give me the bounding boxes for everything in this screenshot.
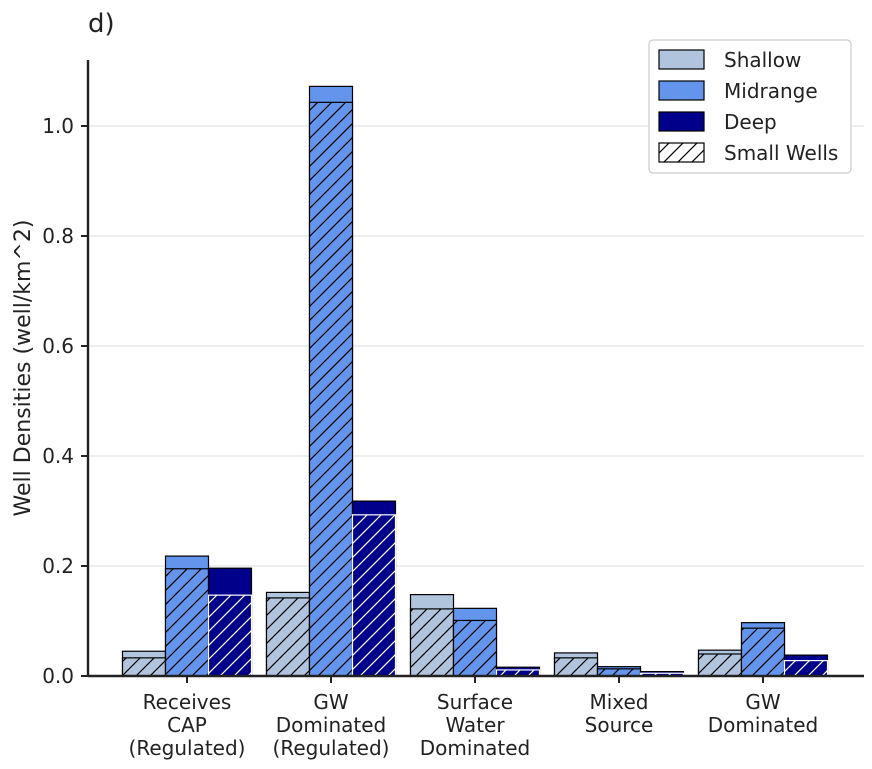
y-tick-label: 1.0 — [42, 114, 74, 138]
x-tick-label: Dominated — [708, 713, 818, 737]
x-tick-label: Water — [445, 713, 505, 737]
legend-swatch — [658, 49, 705, 70]
x-tick-label: GW — [745, 690, 780, 714]
bar-hatch — [453, 620, 497, 676]
bar-hatch — [165, 568, 209, 676]
panel-label: d) — [88, 9, 115, 39]
grid-lines — [88, 125, 864, 567]
x-tick-label: Dominated — [420, 736, 530, 760]
bar-hatch — [698, 654, 742, 676]
x-tick-label: CAP — [167, 713, 207, 737]
y-tick-label: 0.8 — [42, 224, 74, 248]
x-tick-label: Receives — [143, 690, 232, 714]
bar-hatch — [266, 597, 310, 676]
legend-label: Midrange — [724, 79, 818, 103]
y-tick-label: 0.2 — [42, 554, 74, 578]
y-tick-label: 0.0 — [42, 664, 74, 688]
bar-hatch — [784, 660, 828, 676]
bar-hatch — [208, 595, 252, 676]
x-tick-label: Dominated — [276, 713, 386, 737]
legend-swatch — [658, 80, 705, 101]
y-ticks: 0.0 0.2 0.4 0.6 0.8 1.0 — [42, 114, 88, 688]
legend: Shallow Midrange Deep Small Wells — [648, 39, 852, 174]
legend-label: Small Wells — [724, 141, 838, 165]
bar-hatch — [496, 669, 540, 676]
bar-hatch — [122, 657, 166, 676]
x-tick-label: GW — [313, 690, 348, 714]
legend-frame — [648, 39, 852, 174]
y-tick-label: 0.4 — [42, 444, 74, 468]
x-tick-label: Source — [585, 713, 654, 737]
y-tick-label: 0.6 — [42, 334, 74, 358]
x-ticks: ReceivesCAP(Regulated)GWDominated(Regula… — [129, 676, 818, 760]
bar-hatch — [597, 668, 641, 676]
legend-label: Deep — [724, 110, 777, 134]
legend-label: Shallow — [724, 48, 801, 72]
legend-swatch — [658, 111, 705, 132]
bar-hatch — [554, 657, 598, 676]
bar-hatch — [640, 673, 684, 676]
x-tick-label: Surface — [437, 690, 513, 714]
x-tick-label: (Regulated) — [273, 736, 390, 760]
bars-group — [121, 85, 829, 677]
x-tick-label: (Regulated) — [129, 736, 246, 760]
legend-swatch-hatch — [659, 143, 704, 162]
bar-hatch — [741, 628, 785, 676]
bar-hatch — [410, 608, 454, 676]
bar-hatch — [309, 102, 353, 677]
bar-hatch — [352, 514, 396, 676]
x-tick-label: Mixed — [589, 690, 648, 714]
y-axis-title: Well Densities (well/km^2) — [11, 220, 36, 517]
